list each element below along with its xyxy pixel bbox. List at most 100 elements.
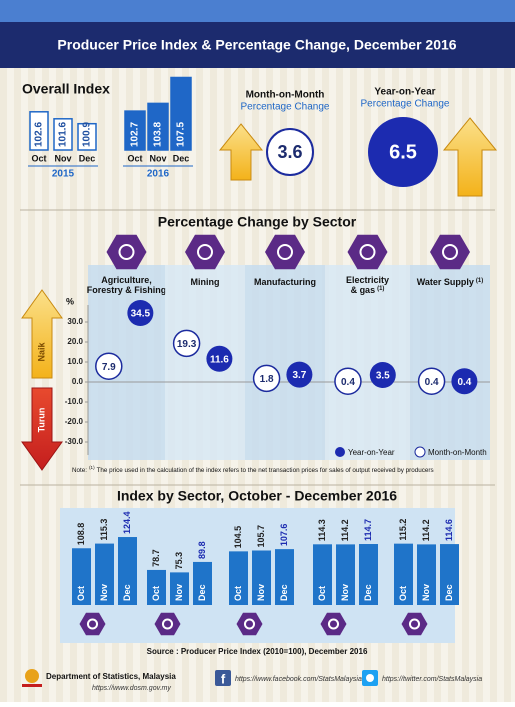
mom-value: 1.8	[260, 374, 274, 385]
up-arrow	[218, 123, 264, 181]
month-label: Oct	[151, 586, 161, 601]
index-bar	[359, 544, 378, 605]
sector-icon	[79, 612, 106, 636]
year-label: 2016	[147, 169, 170, 180]
index-value: 102.6	[34, 122, 45, 147]
month-label: Oct	[76, 586, 86, 601]
y-tick-label: -20.0	[65, 417, 84, 426]
dosm-logo	[25, 669, 39, 683]
index-value: 100.9	[82, 122, 93, 147]
y-tick-label: -30.0	[65, 437, 84, 446]
index-bar	[275, 549, 294, 605]
sector-icon-glyph	[161, 618, 174, 630]
source: Source : Producer Price Index (2010=100)…	[147, 647, 368, 656]
sector-name-text: Water Supply	[417, 277, 474, 287]
turun-arrow	[21, 387, 63, 471]
month-label: Dec	[79, 153, 96, 163]
index-bar	[95, 543, 114, 605]
sector-name-text: Agriculture,	[101, 275, 152, 285]
mom-circle	[334, 367, 362, 395]
section-title: Index by Sector, October - December 2016	[117, 488, 397, 504]
month-label: Dec	[279, 584, 289, 601]
yoy-value: 0.4	[457, 377, 471, 388]
index-value: 102.7	[130, 122, 141, 147]
sector-column	[410, 265, 490, 460]
twitter-glyph	[366, 674, 374, 682]
month-label: Dec	[173, 153, 190, 163]
yoy-circle	[369, 362, 396, 388]
month-label: Dec	[444, 584, 454, 601]
index-bar	[29, 111, 49, 151]
sector-icon	[320, 612, 347, 636]
month-label: Nov	[149, 153, 166, 163]
note: Note: (1) The price used in the calculatio…	[72, 465, 434, 473]
sector-icon	[430, 234, 470, 270]
note-text: The price used in the calculation of the…	[97, 467, 434, 474]
sector-icon	[265, 234, 305, 270]
yoy-label: Year-on-Year	[374, 87, 435, 98]
mom-circle	[172, 329, 201, 358]
index-bar	[147, 102, 169, 151]
index-bar	[394, 543, 413, 605]
index-value: 124.4	[122, 512, 132, 535]
sector-icon	[236, 612, 263, 636]
note-prefix: Note:	[72, 467, 87, 474]
legend-yoy-swatch	[335, 447, 345, 457]
index-bar	[193, 561, 212, 605]
sector-icon-glyph	[442, 244, 458, 260]
header-top	[0, 0, 515, 22]
mom-circle	[252, 364, 281, 393]
sector-column	[245, 265, 325, 460]
footnote-marker: (1)	[377, 286, 384, 292]
unit-label: %	[66, 296, 74, 306]
sector-name-text: Forestry & Fishing	[87, 285, 167, 295]
index-value: 115.3	[99, 519, 109, 541]
index-bar	[440, 544, 459, 605]
index-bar	[53, 118, 73, 151]
sector-name: Mining	[191, 277, 220, 287]
yoy-value: 3.5	[376, 371, 390, 382]
month-label: Oct	[317, 586, 327, 601]
sector-icon-glyph	[327, 618, 340, 630]
index-value: 75.3	[174, 552, 184, 570]
yoy-circle	[206, 345, 233, 372]
dosm-logo	[22, 684, 42, 687]
sector-icon	[347, 234, 388, 270]
index-value: 114.3	[317, 519, 327, 541]
legend-yoy: Year-on-Year	[348, 448, 395, 457]
sector-name-text: Electricity	[346, 275, 389, 285]
org-name: Department of Statistics, Malaysia	[46, 672, 176, 681]
index-bar	[229, 551, 248, 605]
index-value: 78.7	[151, 549, 161, 567]
sector-name: Electricity	[346, 275, 389, 285]
yoy-value: 6.5	[389, 141, 417, 163]
month-label: Oct	[31, 153, 46, 163]
month-label: Nov	[340, 584, 350, 601]
index-value: 114.6	[444, 519, 454, 541]
sector-name-text: Mining	[191, 277, 220, 287]
yoy-circle	[451, 368, 478, 395]
index-bar	[417, 544, 436, 605]
month-label: Dec	[197, 584, 207, 601]
month-label: Nov	[54, 153, 71, 163]
footnote-marker: (1)	[476, 278, 483, 284]
index-bar	[72, 548, 91, 605]
note-marker: (1)	[89, 465, 95, 470]
sector-name: Agriculture,	[101, 275, 152, 285]
sector-name: Forestry & Fishing	[87, 285, 167, 295]
yoy-value: 11.6	[210, 354, 229, 365]
month-label: Oct	[398, 586, 408, 601]
year-label: 2015	[52, 169, 75, 180]
mom-sub: Percentage Change	[241, 102, 330, 113]
index-bar	[118, 537, 137, 605]
sector-name-text: Manufacturing	[254, 277, 316, 287]
facebook-glyph: f	[221, 671, 226, 686]
yoy-sub: Percentage Change	[361, 99, 450, 110]
sector-icon	[401, 612, 428, 636]
index-bar	[77, 122, 97, 151]
index-value: 115.2	[398, 519, 408, 541]
sector-icon-glyph	[277, 244, 293, 260]
index-value: 114.7	[363, 519, 373, 541]
mom-circle	[266, 128, 314, 176]
